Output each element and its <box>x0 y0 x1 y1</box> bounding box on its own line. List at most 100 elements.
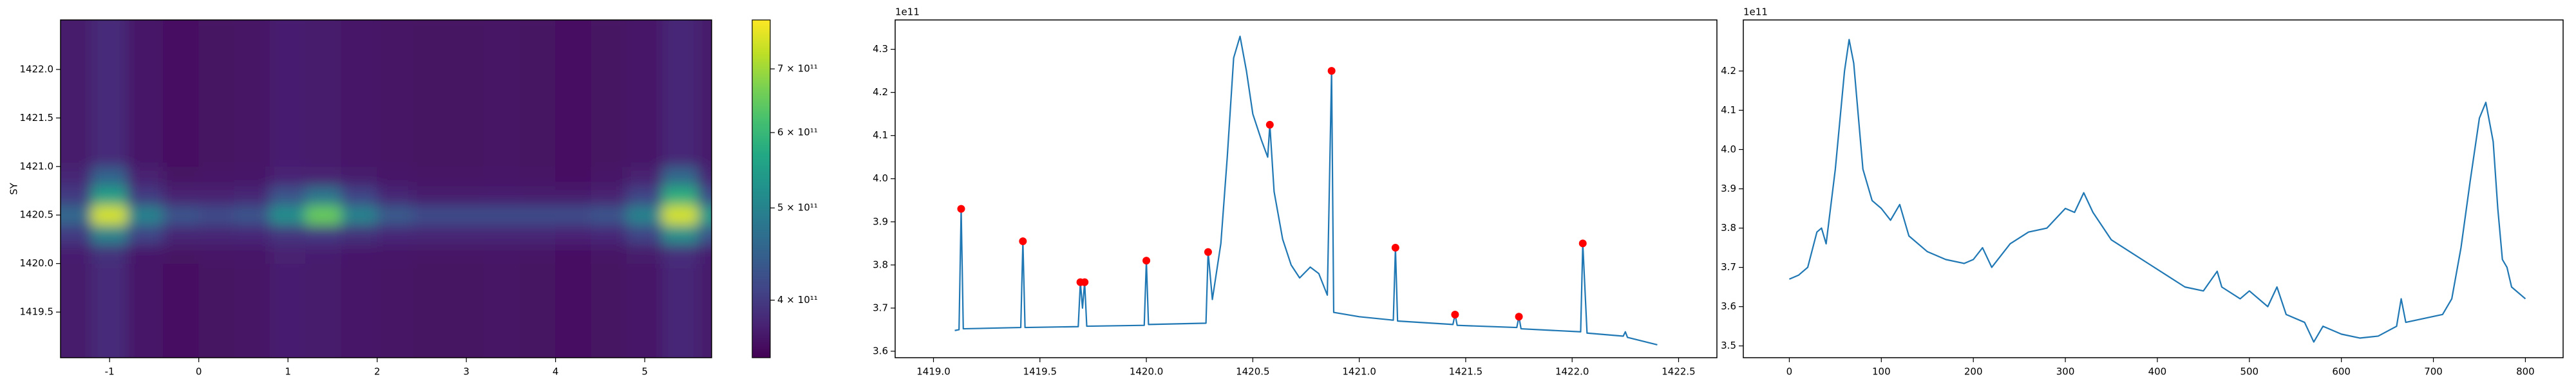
heatmap-cell <box>662 69 699 89</box>
y-tick-label: 3.6 <box>873 345 888 356</box>
plot-frame <box>895 19 1718 358</box>
heatmap-cell <box>484 340 520 358</box>
heatmap-cell <box>162 69 200 89</box>
heatmap-cell <box>555 147 592 167</box>
heatmap-cell <box>305 88 342 109</box>
heatmap-cell <box>555 88 592 109</box>
heatmap-cell <box>448 20 485 51</box>
heatmap-cell <box>269 243 307 264</box>
heatmap-cell <box>484 185 520 206</box>
heatmap-cell <box>697 263 712 284</box>
heatmap-cell <box>127 147 164 167</box>
peak-marker <box>1081 278 1089 286</box>
heatmap-cell <box>484 20 520 51</box>
heatmap-cell <box>234 147 270 167</box>
heatmap-cell <box>127 127 164 148</box>
heatmap-cell <box>162 205 200 225</box>
peak-marker <box>1265 120 1274 129</box>
heatmap-cell <box>198 282 235 303</box>
colorbar <box>752 19 771 358</box>
x-tick-label: 3 <box>463 366 469 378</box>
heatmap-cell <box>484 88 520 109</box>
peak-marker <box>1142 257 1151 265</box>
heatmap-cell <box>626 263 663 284</box>
heatmap-cell <box>377 263 413 284</box>
heatmap-cell <box>697 127 712 148</box>
heatmap-cell <box>377 302 413 322</box>
colorbar-tick-label: 4 × 10¹¹ <box>777 294 818 306</box>
heatmap-cell <box>555 20 592 51</box>
heatmap-cell <box>626 340 663 358</box>
heatmap-cell <box>91 147 128 167</box>
heatmap-cell <box>234 340 270 358</box>
heatmap-cell <box>591 50 627 70</box>
x-tick-label: 1 <box>285 366 291 378</box>
heatmap-cell <box>61 321 92 342</box>
heatmap-cell <box>626 166 663 187</box>
heatmap-cell <box>91 88 128 109</box>
heatmap-cell <box>591 166 627 187</box>
heatmap-cell <box>591 302 627 322</box>
heatmap-cell <box>519 340 556 358</box>
x-tick-label: 0 <box>196 366 202 378</box>
heatmap-cell <box>341 340 378 358</box>
heatmap-cell <box>591 107 627 128</box>
heatmap-cell <box>519 88 556 109</box>
colorbar-tick-label: 7 × 10¹¹ <box>777 63 818 75</box>
heatmap-cell <box>341 224 378 244</box>
heatmap-cell <box>412 243 449 264</box>
heatmap-cell <box>341 263 378 284</box>
heatmap-cell <box>484 50 520 70</box>
heatmap-cell <box>162 282 200 303</box>
heatmap-cell <box>484 127 520 148</box>
heatmap-cell <box>162 340 200 358</box>
heatmap-cell <box>91 243 128 264</box>
heatmap-cell <box>377 185 413 206</box>
heatmap-cell <box>377 243 413 264</box>
heatmap-cell <box>162 20 200 51</box>
heatmap-cell <box>341 50 378 70</box>
heatmap-cell <box>697 321 712 342</box>
y-offset-label: 1e11 <box>1743 6 1768 18</box>
heatmap-cell <box>305 166 342 187</box>
heatmap-cell <box>484 302 520 322</box>
y-tick-label: 4.1 <box>1721 104 1736 116</box>
heatmap-cell <box>448 50 485 70</box>
heatmap-cell <box>198 20 235 51</box>
heatmap-cell <box>555 50 592 70</box>
heatmap <box>61 20 712 358</box>
heatmap-cell <box>269 282 307 303</box>
y-tick-label: 3.6 <box>1721 300 1736 312</box>
peak-marker <box>1451 310 1459 318</box>
heatmap-cell <box>91 69 128 89</box>
heatmap-cell <box>61 205 92 225</box>
heatmap-cell <box>412 69 449 89</box>
heatmap-cell <box>448 88 485 109</box>
heatmap-cell <box>662 340 699 358</box>
peak-marker <box>1391 244 1399 252</box>
heatmap-cell <box>162 185 200 206</box>
x-tick-label: 300 <box>2056 366 2075 378</box>
heatmap-cell <box>519 282 556 303</box>
heatmap-cell <box>697 205 712 225</box>
peak-marker <box>1204 248 1212 256</box>
heatmap-cell <box>591 69 627 89</box>
heatmap-cell <box>412 20 449 51</box>
x-tick-label: 1422.0 <box>1555 366 1589 378</box>
heatmap-cell <box>626 224 663 244</box>
heatmap-cell <box>591 185 627 206</box>
heatmap-cell <box>412 263 449 284</box>
heatmap-cell <box>269 20 307 51</box>
heatmap-cell <box>162 224 200 244</box>
heatmap-cell <box>162 107 200 128</box>
data-line <box>1789 39 2526 343</box>
heatmap-cell <box>591 321 627 342</box>
heatmap-cell <box>555 205 592 225</box>
x-tick-label: 200 <box>1964 366 1983 378</box>
y-tick-label: 4.0 <box>1721 143 1736 155</box>
heatmap-cell <box>269 147 307 167</box>
y-tick-label: 3.9 <box>1721 183 1736 194</box>
heatmap-cell <box>198 263 235 284</box>
heatmap-cell <box>377 20 413 51</box>
heatmap-cell <box>448 147 485 167</box>
